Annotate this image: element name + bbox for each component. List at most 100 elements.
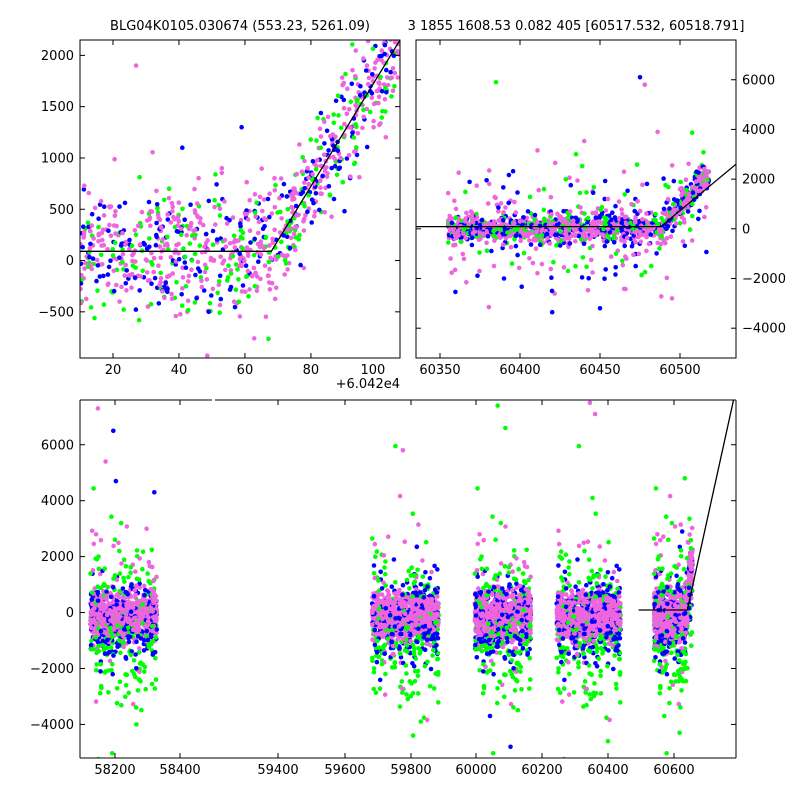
data-point xyxy=(315,158,320,163)
data-point xyxy=(147,645,152,650)
data-point xyxy=(404,692,409,697)
data-point xyxy=(149,302,154,307)
data-point xyxy=(165,243,170,248)
data-point xyxy=(97,232,102,237)
data-point xyxy=(267,243,272,248)
data-point xyxy=(674,221,679,226)
data-point xyxy=(174,314,179,319)
data-point xyxy=(623,192,628,197)
data-point xyxy=(622,169,627,174)
data-point xyxy=(371,119,376,124)
data-point xyxy=(239,125,244,130)
data-point xyxy=(127,616,132,621)
data-point xyxy=(398,704,403,709)
data-point xyxy=(104,669,109,674)
data-point xyxy=(180,207,185,212)
y-tick-label: 4000 xyxy=(742,123,775,138)
data-point xyxy=(119,243,124,248)
data-point xyxy=(358,84,363,89)
data-point xyxy=(183,255,188,260)
data-point xyxy=(528,195,533,200)
data-point xyxy=(365,145,370,150)
data-point xyxy=(105,638,110,643)
data-point xyxy=(480,218,485,223)
data-point xyxy=(535,220,540,225)
data-point xyxy=(111,253,116,258)
data-point xyxy=(545,232,550,237)
data-point xyxy=(647,242,652,247)
data-point xyxy=(108,608,113,613)
data-point xyxy=(375,598,380,603)
data-point xyxy=(652,217,657,222)
data-point xyxy=(256,259,261,264)
data-point xyxy=(492,219,497,224)
data-point xyxy=(237,264,242,269)
data-point xyxy=(678,221,683,226)
data-point xyxy=(126,691,131,696)
data-point xyxy=(518,219,523,224)
data-point xyxy=(146,579,151,584)
data-point xyxy=(681,239,686,244)
data-point xyxy=(292,186,297,191)
data-point xyxy=(517,266,522,271)
data-point xyxy=(319,111,324,116)
data-point xyxy=(425,608,430,613)
data-point xyxy=(390,652,395,657)
data-point xyxy=(193,233,198,238)
data-point xyxy=(145,258,150,263)
data-point xyxy=(433,671,438,676)
data-point xyxy=(274,285,279,290)
data-point xyxy=(90,590,95,595)
data-point xyxy=(470,235,475,240)
data-point xyxy=(211,229,216,234)
y-tick-label: 6000 xyxy=(742,73,775,88)
data-point xyxy=(384,21,389,26)
data-point xyxy=(334,99,339,104)
data-point xyxy=(697,209,702,214)
data-point xyxy=(635,162,640,167)
data-point xyxy=(371,687,376,692)
data-point xyxy=(582,139,587,144)
data-point xyxy=(302,217,307,222)
data-point xyxy=(151,639,156,644)
data-point xyxy=(389,94,394,99)
data-point xyxy=(152,256,157,261)
data-point xyxy=(176,223,181,228)
title-left: BLG04K0105.030674 (553.23, 5261.09) xyxy=(110,19,370,34)
data-point xyxy=(448,256,453,261)
data-point xyxy=(534,230,539,235)
data-point xyxy=(305,166,310,171)
data-point xyxy=(295,172,300,177)
data-point xyxy=(546,224,551,229)
x-tick-label: 60 xyxy=(237,363,254,378)
data-point xyxy=(388,70,393,75)
data-point xyxy=(582,241,587,246)
data-point xyxy=(84,297,89,302)
data-point xyxy=(361,108,366,113)
data-point xyxy=(389,22,394,27)
data-point xyxy=(263,263,268,268)
data-point xyxy=(613,204,618,209)
data-point xyxy=(461,252,466,257)
data-point xyxy=(111,653,116,658)
data-point xyxy=(409,565,414,570)
data-point xyxy=(302,228,307,233)
data-point xyxy=(408,633,413,638)
data-point xyxy=(322,141,327,146)
data-point xyxy=(383,643,388,648)
data-point xyxy=(584,190,589,195)
data-point xyxy=(385,23,390,28)
data-point xyxy=(463,236,468,241)
data-point xyxy=(370,659,375,664)
data-point xyxy=(413,679,418,684)
data-point xyxy=(412,573,417,578)
data-point xyxy=(147,236,152,241)
data-point xyxy=(511,169,516,174)
data-point xyxy=(643,82,648,87)
data-point xyxy=(180,145,185,150)
data-point xyxy=(691,190,696,195)
data-point xyxy=(109,595,114,600)
data-point xyxy=(237,251,242,256)
